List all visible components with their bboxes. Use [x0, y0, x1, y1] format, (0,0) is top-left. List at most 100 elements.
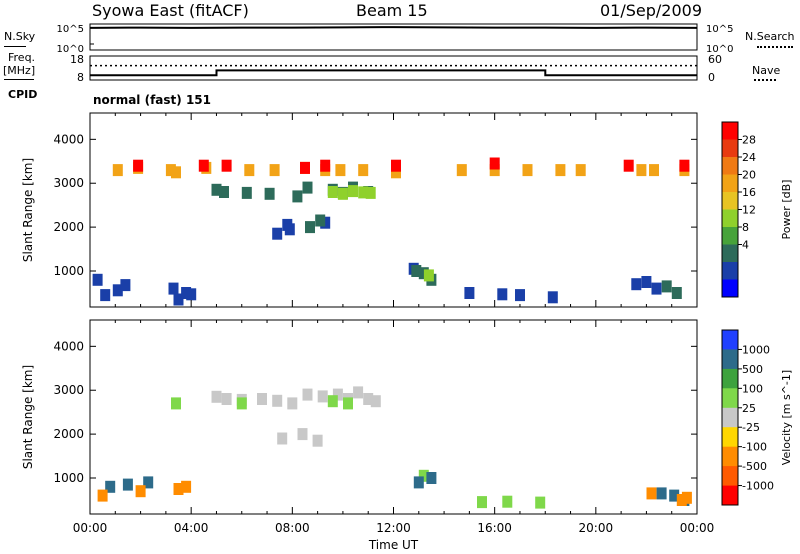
power-cell [335, 164, 346, 177]
freq-label: Freq. [8, 51, 36, 64]
power-cell [112, 164, 123, 177]
velocity-colorbar-tick-label: 500 [742, 363, 763, 376]
velocity-cell [272, 394, 283, 407]
power-colorbar-tick-label: 12 [742, 204, 756, 217]
power-colorbar-segment [722, 157, 738, 175]
power-cell [348, 185, 358, 198]
power-cell [337, 187, 348, 200]
velocity-cell [171, 397, 181, 410]
power-cell [305, 221, 315, 234]
power-cell [631, 278, 642, 291]
time-xtick-label: 20:00 [579, 521, 614, 535]
power-cell [423, 269, 434, 282]
freq-ytick-label: 8 [77, 71, 84, 84]
velocity-cell [426, 472, 437, 484]
velocity-cell [277, 432, 288, 445]
velocity-ytick-label: 1000 [53, 471, 84, 485]
velocity-cell [143, 476, 154, 489]
velocity-cell [413, 476, 424, 489]
power-colorbar-segment [722, 122, 738, 140]
power-cell [575, 164, 586, 177]
power-colorbar-segment [722, 192, 738, 210]
nsky-ytick-label-right: 10^0 [706, 44, 733, 55]
power-cell [649, 164, 659, 177]
time-xtick-label: 00:00 [73, 521, 108, 535]
power-ytick-label: 2000 [53, 220, 84, 234]
velocity-ytick-label: 4000 [53, 339, 84, 353]
velocity-cell [105, 480, 116, 493]
nsky-ytick-label-left: 10^0 [57, 44, 84, 55]
power-cell [171, 166, 181, 179]
power-ytick-label: 4000 [53, 132, 84, 146]
power-colorbar-tick-label: 28 [742, 134, 756, 147]
power-cell [456, 164, 467, 177]
power-cell [515, 289, 525, 302]
velocity-cell [646, 487, 657, 500]
power-cell [320, 159, 331, 172]
velocity-cell [257, 393, 267, 405]
velocity-colorbar-segment [722, 427, 738, 448]
velocity-colorbar-segment [722, 485, 738, 506]
velocity-cell [477, 496, 487, 509]
power-cell [489, 164, 500, 177]
velocity-cell [122, 478, 133, 491]
power-cell [186, 288, 197, 301]
velocity-cell [97, 489, 108, 502]
velocity-colorbar-segment [722, 388, 738, 409]
velocity-colorbar-tick-label: 1000 [742, 343, 770, 356]
velocity-colorbar-frame [721, 329, 739, 506]
station-title: Syowa East (fitACF) [92, 1, 249, 20]
date-title: 01/Sep/2009 [600, 1, 703, 20]
velocity-cell [327, 395, 338, 408]
nave-dots [754, 79, 776, 81]
time-xtick-label: 16:00 [477, 521, 512, 535]
velocity-colorbar-label: Velocity [m s^-1] [780, 370, 793, 465]
power-cell [418, 267, 429, 280]
power-cell [112, 284, 123, 297]
velocity-cell [669, 489, 680, 502]
freq-series-line [90, 69, 697, 77]
power-cell [198, 159, 209, 172]
power-ytick-label: 1000 [53, 264, 84, 278]
xaxis-title: Time UT [368, 538, 419, 552]
nsky-underline [4, 46, 26, 47]
velocity-cell [676, 494, 687, 506]
velocity-cell [418, 469, 429, 482]
time-xtick-label: 12:00 [376, 521, 411, 535]
power-cell [272, 227, 283, 240]
time-xtick-label: 08:00 [275, 521, 310, 535]
velocity-cell [297, 428, 308, 441]
power-cell [358, 186, 369, 199]
velocity-cell [363, 393, 374, 405]
power-cell [100, 289, 111, 302]
power-colorbar-tick-label: 4 [742, 239, 749, 252]
freq-ytick-label: 18 [70, 53, 84, 66]
power-cell [623, 159, 634, 172]
power-cell [522, 164, 533, 177]
power-cell [636, 164, 647, 177]
freq-unit-label: [MHz] [3, 64, 36, 77]
power-cell [547, 291, 558, 304]
beam-title: Beam 15 [356, 1, 428, 20]
cpid-label: CPID [8, 88, 38, 101]
power-colorbar-tick-label: 8 [742, 221, 749, 234]
power-colorbar-segment [722, 174, 738, 193]
velocity-cell [353, 386, 364, 399]
power-cell [671, 287, 682, 299]
power-colorbar-label: Power [dB] [780, 180, 793, 240]
velocity-ytick-label: 3000 [53, 383, 84, 397]
velocity-colorbar-segment [722, 407, 738, 428]
power-cell [221, 159, 232, 172]
power-colorbar-segment [722, 279, 738, 298]
power-colorbar-tick-label: 24 [742, 151, 756, 164]
power-cell [241, 186, 252, 199]
power-cell [651, 282, 662, 295]
time-xtick-label: 04:00 [174, 521, 209, 535]
power-cell [358, 164, 369, 177]
power-cell [661, 280, 672, 293]
power-cell [92, 273, 103, 286]
velocity-cell [535, 496, 546, 509]
nsky-panel [89, 23, 698, 51]
time-xtick-label: 00:00 [680, 521, 715, 535]
velocity-colorbar-segment [722, 330, 738, 350]
